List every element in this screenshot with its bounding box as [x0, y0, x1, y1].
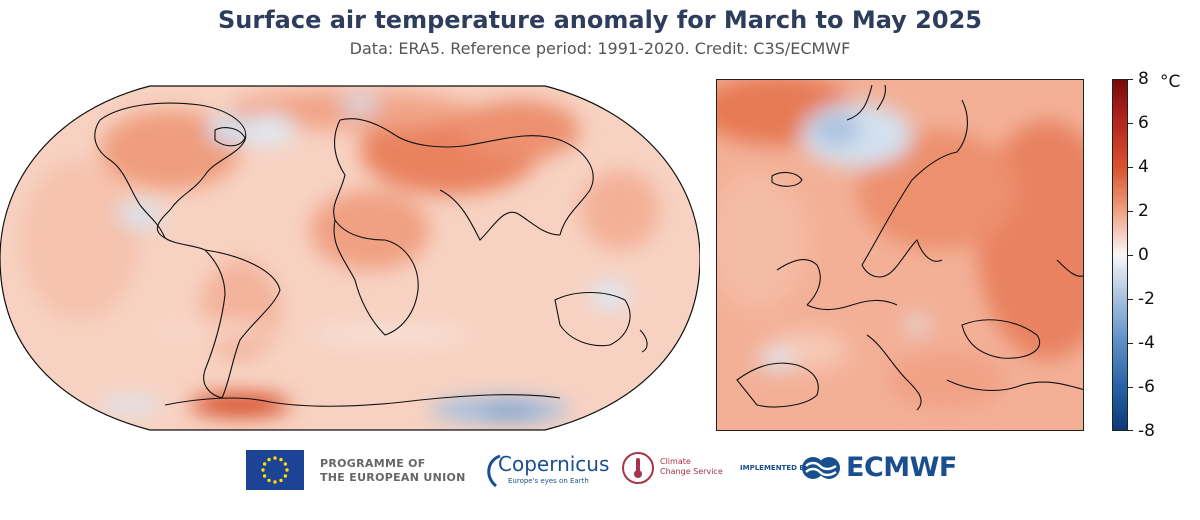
colorbar-tick-label: 2: [1138, 201, 1149, 221]
colorbar: [1112, 79, 1128, 431]
colorbar-tick-label: 0: [1138, 245, 1149, 265]
colorbar-tick: [1128, 79, 1133, 80]
eu-star-icon: [267, 457, 271, 462]
colorbar-ticks: 8 6 4 2 0 -2 -4 -6 -8: [1128, 69, 1188, 441]
copernicus-logo-icon: [487, 454, 501, 488]
colorbar-unit: °C: [1160, 72, 1181, 92]
colorbar-tick: [1128, 211, 1133, 212]
eu-star-icon: [262, 462, 267, 466]
world-anomaly-field: [0, 86, 700, 430]
ecmwf-name: ECMWF: [846, 452, 957, 483]
colorbar-tick-label: -8: [1138, 421, 1155, 441]
c3s-line1: Climate: [660, 457, 691, 466]
colorbar-tick: [1128, 430, 1133, 431]
eu-star-icon: [279, 457, 283, 462]
eu-star-icon: [273, 480, 277, 484]
ecmwf-logo-icon: [802, 457, 840, 479]
europe-coastlines: [736, 84, 1083, 411]
copernicus-name: Copernicus: [498, 452, 610, 476]
world-coastlines: [94, 102, 648, 407]
eu-flag-logo: [246, 450, 304, 490]
colorbar-tick-label: 4: [1138, 157, 1149, 177]
colorbar-tick-label: 6: [1138, 113, 1149, 133]
eu-text-line1: PROGRAMME OF: [320, 457, 426, 470]
eu-star-icon: [262, 474, 267, 478]
chart-subtitle: Data: ERA5. Reference period: 1991-2020.…: [349, 39, 851, 58]
eu-star-icon: [267, 478, 271, 483]
colorbar-tick: [1128, 387, 1133, 388]
colorbar-tick: [1128, 167, 1133, 168]
colorbar-tick: [1128, 255, 1133, 256]
world-map: [0, 85, 700, 431]
eu-star-icon: [261, 468, 265, 472]
colorbar-tick-label: 8: [1138, 69, 1149, 89]
implemented-by-text: IMPLEMENTED BY: [740, 464, 810, 472]
eu-star-icon: [285, 468, 289, 472]
c3s-logo-icon: [622, 452, 654, 484]
eu-programme-text: PROGRAMME OF THE EUROPEAN UNION: [320, 457, 466, 485]
eu-star-icon: [283, 462, 288, 466]
colorbar-tick: [1128, 343, 1133, 344]
eu-star-icon: [279, 478, 283, 483]
c3s-line2: Change Service: [660, 467, 723, 476]
europe-anomaly-field: [717, 80, 1083, 430]
chart-title: Surface air temperature anomaly for Marc…: [218, 6, 982, 34]
world-map-border: [0, 85, 700, 431]
colorbar-tick: [1128, 299, 1133, 300]
eu-star-icon: [283, 474, 288, 478]
copernicus-tagline: Europe's eyes on Earth: [508, 477, 589, 485]
colorbar-tick: [1128, 123, 1133, 124]
eu-text-line2: THE EUROPEAN UNION: [320, 471, 466, 484]
colorbar-tick-label: -4: [1138, 333, 1155, 353]
colorbar-tick-label: -6: [1138, 377, 1155, 397]
c3s-text: Climate Change Service: [660, 457, 723, 477]
europe-map: [716, 79, 1084, 431]
eu-star-icon: [273, 456, 277, 460]
colorbar-tick-label: -2: [1138, 289, 1155, 309]
